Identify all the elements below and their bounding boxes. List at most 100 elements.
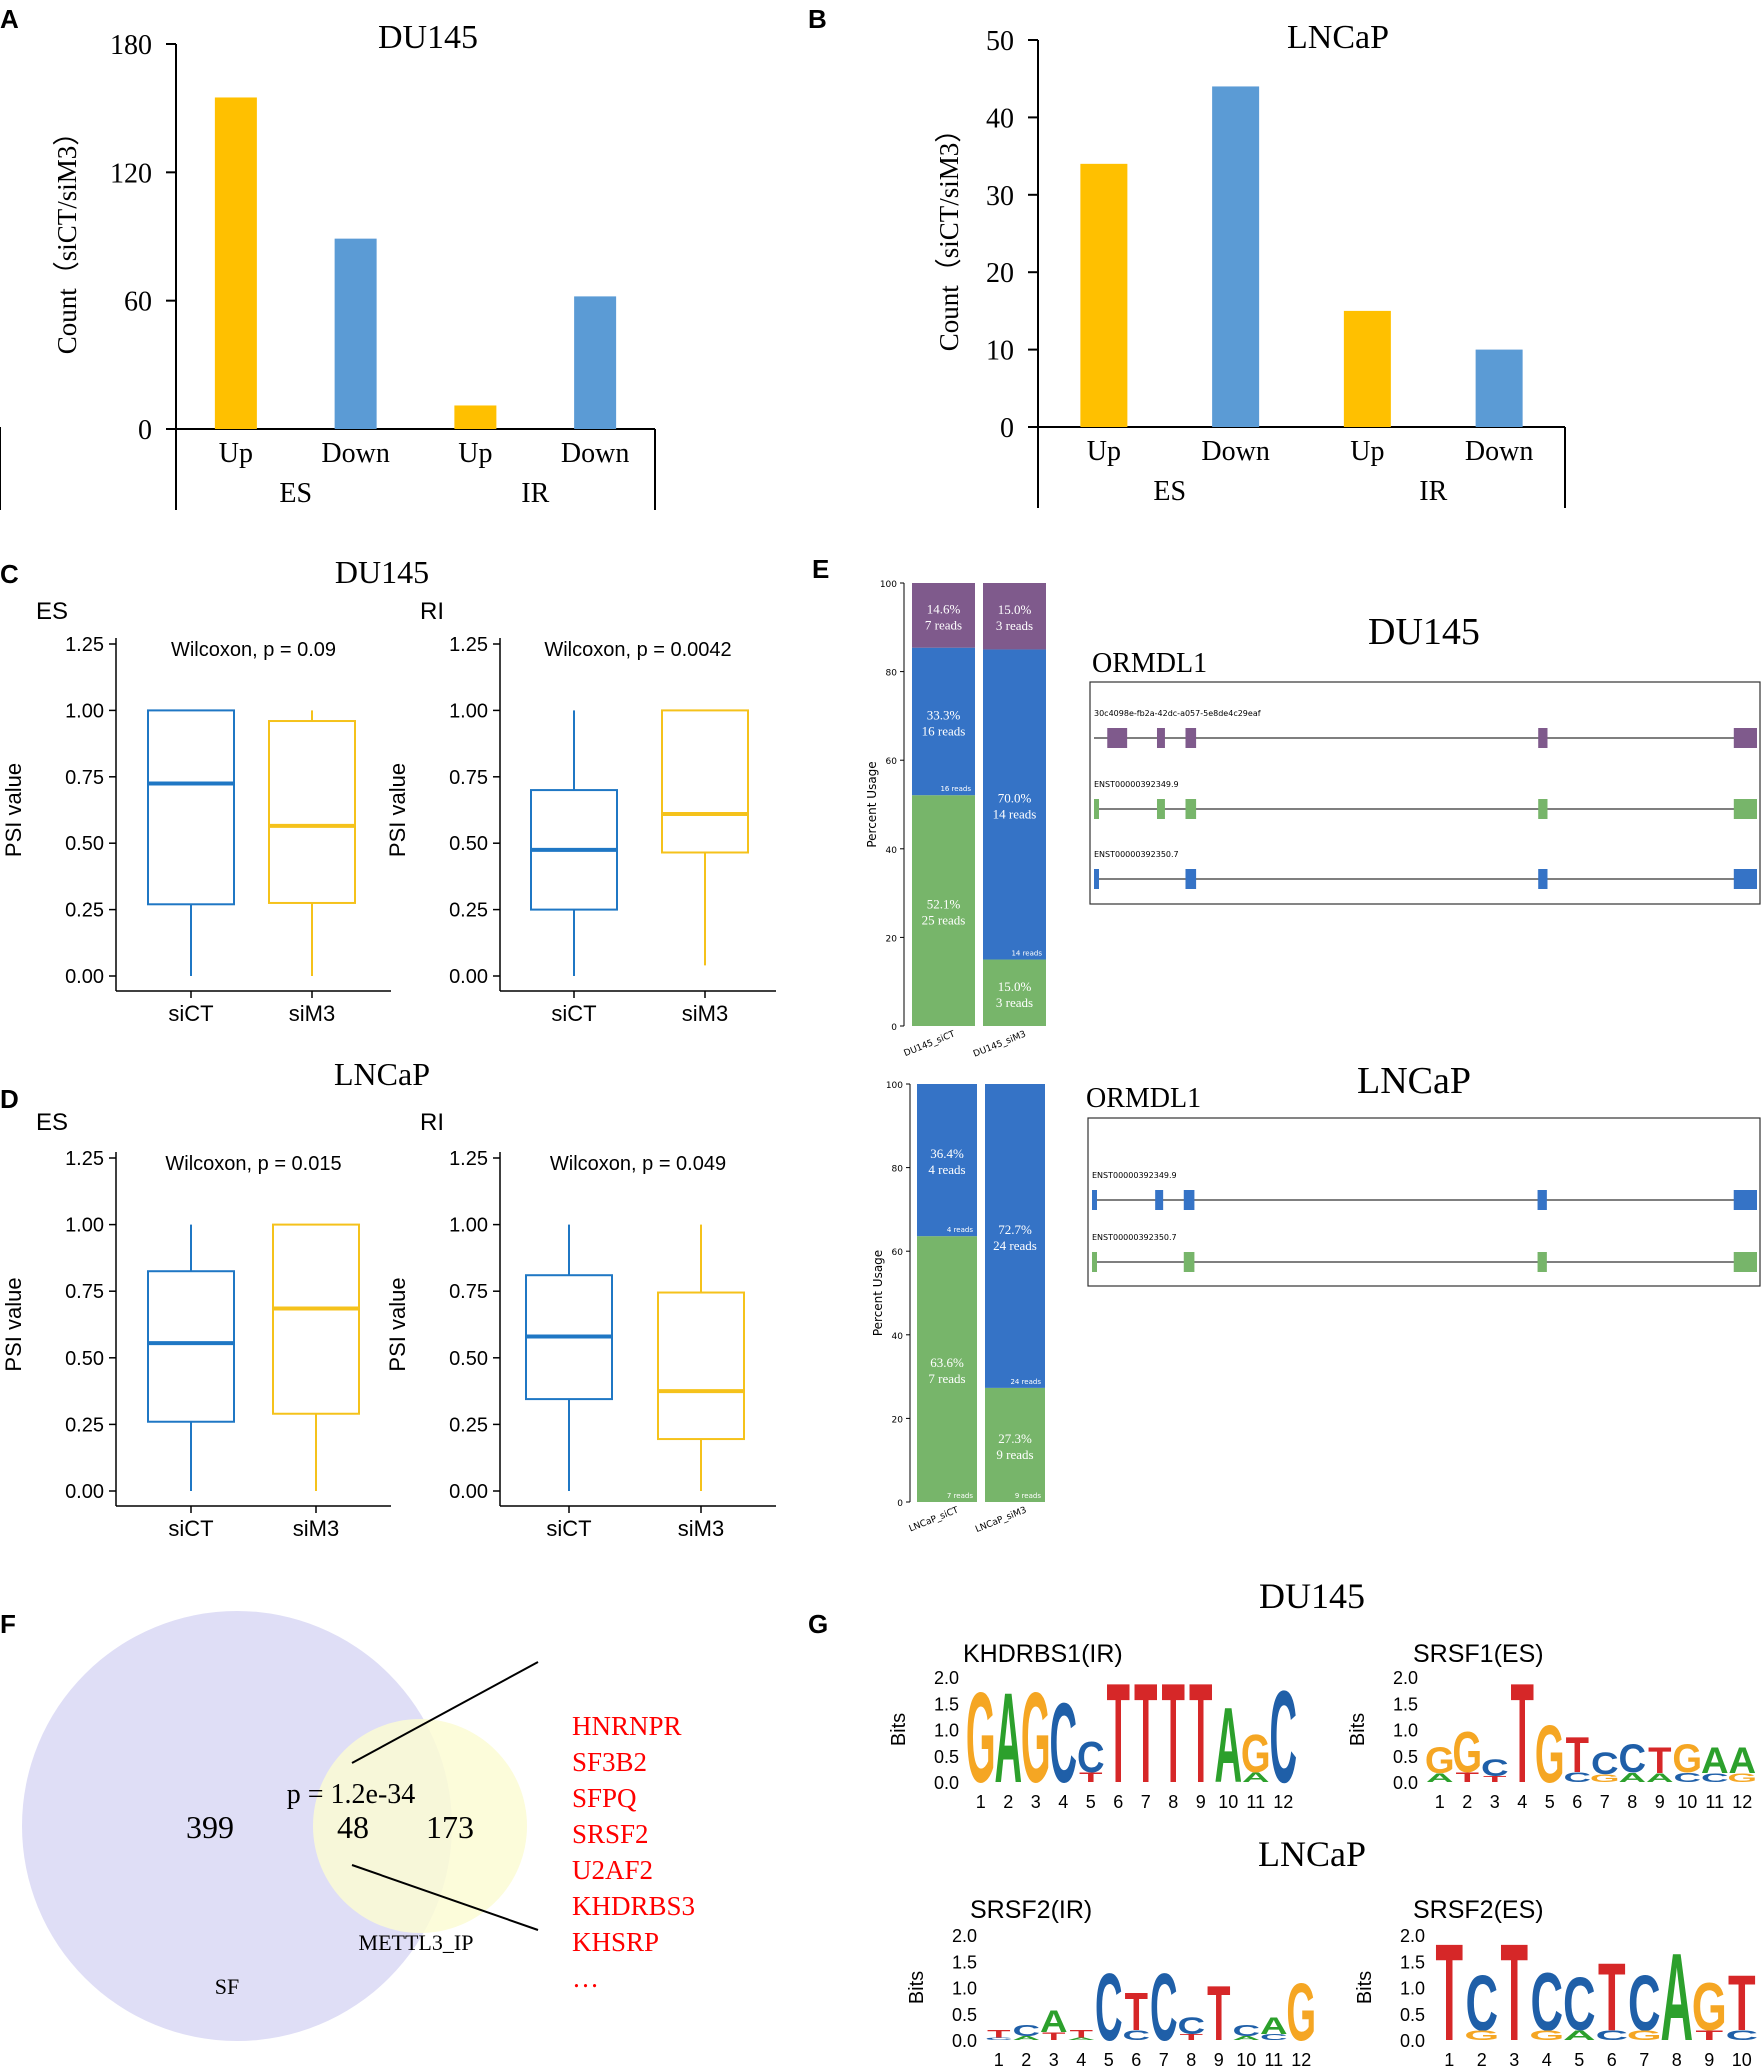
motif-letter-minor: T: [1456, 1770, 1480, 1785]
y-tick-label: 0.25: [449, 900, 488, 922]
box-sim3: [661, 709, 749, 854]
motif-letter: C: [1563, 1963, 1596, 2047]
usage-segment: [917, 1084, 977, 1237]
subplot-title: ES: [36, 598, 68, 625]
y-tick-label: 0.75: [449, 767, 488, 789]
subplot-title: ES: [36, 1109, 68, 1136]
position-label: 6: [1131, 2050, 1141, 2067]
y-tick-label: 0.0: [1400, 2031, 1425, 2051]
motif-letter: T: [1500, 1915, 1528, 2067]
y-tick-label: 80: [892, 1165, 904, 1175]
gene-list-item: KHSRP: [572, 1927, 659, 1957]
gene-list-item: …: [572, 1963, 599, 1993]
wilcoxon-stat: Wilcoxon, p = 0.049: [550, 1153, 726, 1175]
y-axis-label: Count（siCT/siM3）: [52, 119, 82, 355]
position-label: 9: [1704, 2050, 1714, 2067]
motif-letter: T: [1598, 1943, 1626, 2051]
y-tick-label: 10: [986, 336, 1014, 367]
x-category-label: Down: [561, 438, 629, 469]
y-tick-label: 0.25: [65, 1414, 104, 1436]
motif-letter: A: [994, 1667, 1022, 1809]
x-tick-label: siM3: [293, 1516, 339, 1541]
y-tick-label: 0.50: [449, 1348, 488, 1370]
motif-letter: C: [1628, 1959, 1661, 2047]
transcript-id: 30c4098e-fb2a-42dc-a057-5e8de4c29eaf: [1094, 709, 1261, 718]
y-tick-label: 0.50: [449, 833, 488, 855]
x-tick-label: siCT: [546, 1516, 591, 1541]
panel-label-e: E: [812, 554, 829, 584]
gene-name: ORMDL1: [1086, 1083, 1201, 1114]
segment-reads-small: 14 reads: [1011, 950, 1042, 958]
segment-reads: 3 reads: [996, 995, 1033, 1010]
usage-segment: [912, 795, 975, 1026]
exon-block: [1092, 1252, 1097, 1272]
position-label: 4: [1076, 2050, 1086, 2067]
motif-letter: T: [1189, 1655, 1212, 1813]
exon-block: [1185, 869, 1197, 889]
venn-right-label: METTL3_IP: [359, 1930, 474, 1955]
position-label: 1: [1435, 1792, 1445, 1812]
exon-block: [1185, 799, 1197, 819]
motif-letter: T: [1511, 1655, 1534, 1813]
panel-d-title: LNCaP: [334, 1056, 430, 1092]
y-tick-label: 0.5: [1400, 2005, 1425, 2025]
y-axis-label: PSI value: [1, 1277, 26, 1371]
gene-list-item: SF3B2: [572, 1747, 647, 1777]
segment-reads: 7 reads: [928, 1371, 965, 1386]
motif-letter-minor: A: [1242, 1770, 1270, 1785]
y-tick-label: 100: [880, 580, 897, 590]
x-category-label: Down: [1201, 436, 1269, 467]
panel-g-title-du145: DU145: [1259, 1576, 1365, 1616]
logo-title: SRSF1(ES): [1413, 1640, 1544, 1668]
motif-letter: T: [1107, 1655, 1130, 1813]
exon-block: [1733, 869, 1757, 889]
sample-label: DU145_siM3: [972, 1030, 1028, 1060]
segment-percent: 33.3%: [927, 707, 961, 722]
gene-name: ORMDL1: [1092, 648, 1207, 679]
segment-percent: 70.0%: [998, 791, 1032, 806]
exon-block: [1733, 799, 1757, 819]
position-label: 1: [1444, 2050, 1454, 2067]
y-tick-label: 0: [138, 415, 152, 446]
motif-letter-minor: A: [1646, 1771, 1674, 1785]
segment-percent: 36.4%: [930, 1146, 964, 1161]
y-tick-label: 30: [986, 181, 1014, 212]
y-tick-label: 50: [986, 26, 1014, 57]
position-label: 8: [1186, 2050, 1196, 2067]
x-group-label: IR: [1419, 476, 1447, 507]
panel-e-du145-isoforms: Percent Usage 0 20 40 60 80 100 52.1%25 reads 33…: [865, 580, 1761, 1060]
position-label: 9: [1655, 1792, 1665, 1812]
gene-list-item: KHDRBS3: [572, 1891, 695, 1921]
y-tick-label: 40: [886, 846, 898, 856]
motif-letter: T: [987, 2028, 1010, 2040]
x-tick-label: siM3: [682, 1001, 728, 1026]
motif-letter-minor: T: [1079, 1770, 1103, 1785]
motif-letter-minor: A: [1563, 2028, 1596, 2043]
y-axis-label: Bits: [888, 1713, 910, 1746]
y-tick-label: 0.0: [1393, 1773, 1418, 1793]
segment-reads: 16 reads: [922, 723, 966, 738]
bar-up: [454, 405, 497, 429]
y-tick-label: 1.0: [1400, 1979, 1425, 1999]
y-axis-label: PSI value: [1, 763, 26, 857]
transcript-id: ENST00000392350.7: [1092, 1233, 1177, 1242]
segment-reads: 7 reads: [925, 617, 962, 632]
exon-block: [1092, 1190, 1097, 1210]
position-label: 11: [1246, 1792, 1265, 1812]
cell-line-title: LNCaP: [1357, 1060, 1471, 1102]
y-tick-label: 2.0: [1400, 1926, 1425, 1946]
panel-c-title: DU145: [335, 554, 429, 590]
y-tick-label: 1.5: [1393, 1694, 1418, 1714]
motif-letter: G: [1241, 1724, 1271, 1784]
position-label: 5: [1104, 2050, 1114, 2067]
position-label: 5: [1574, 2050, 1584, 2067]
gene-list-item: SRSF2: [572, 1819, 649, 1849]
bar-down: [334, 238, 377, 429]
box-sim3: [272, 1223, 360, 1415]
motif-letter: A: [1214, 1686, 1242, 1804]
motif-letter: T: [1070, 2028, 1093, 2040]
motif-letter-minor: A: [1426, 1771, 1454, 1785]
motif-letter: G: [1452, 1721, 1482, 1785]
